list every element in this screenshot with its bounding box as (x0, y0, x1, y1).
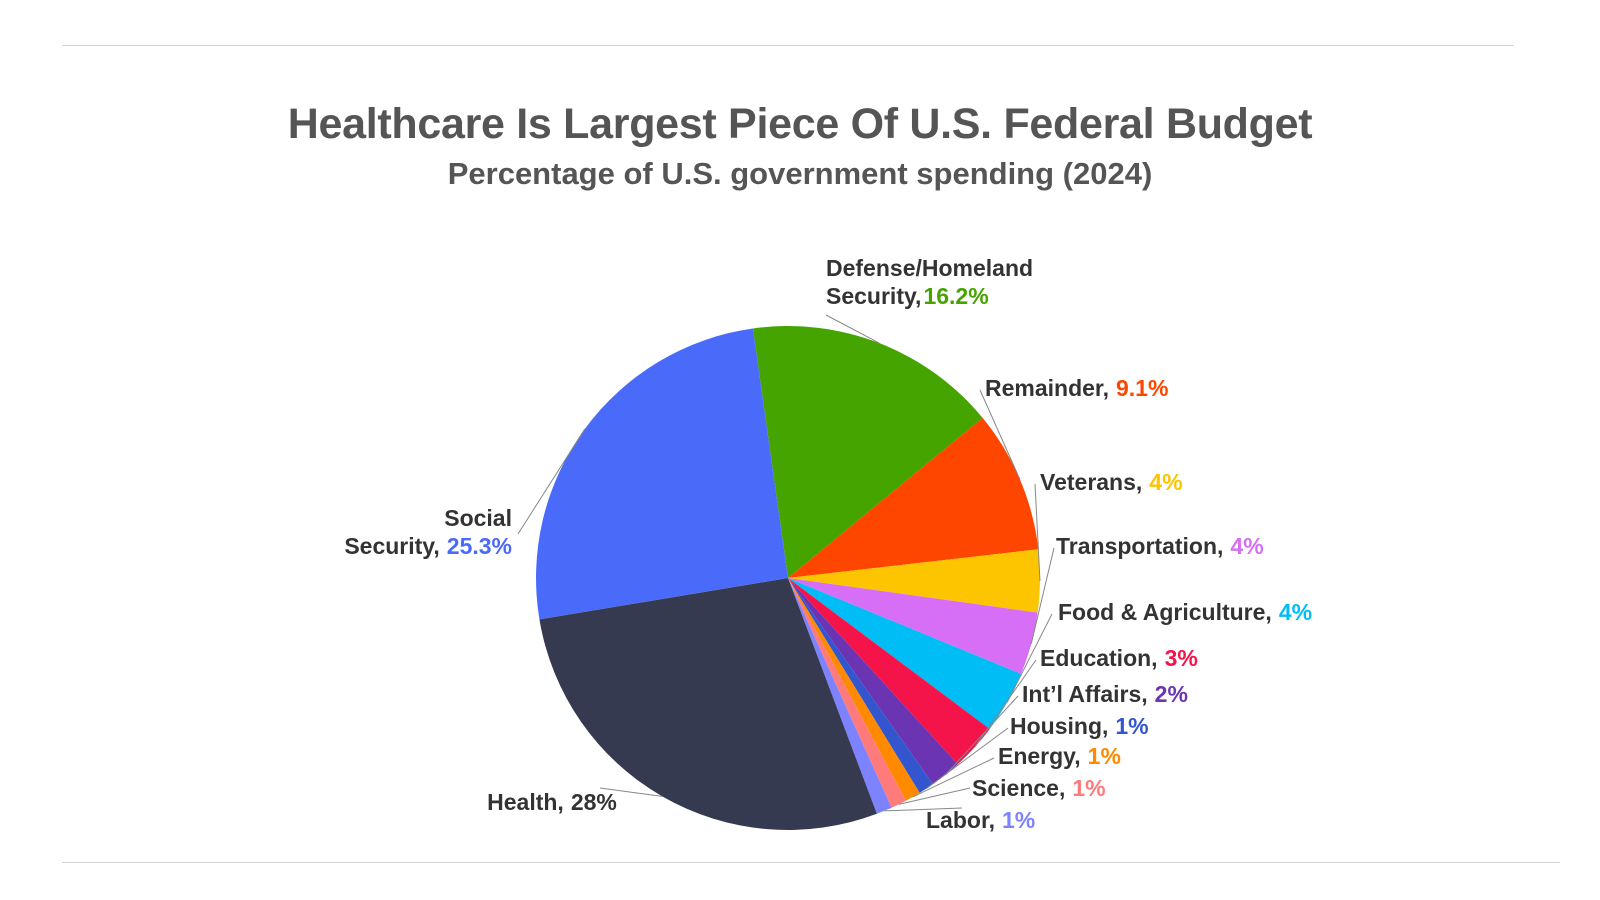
pie-slice-defense-homeland-security (752, 325, 983, 578)
pie-slice-food-agriculture (788, 578, 1022, 730)
slice-label-social-security: Social Security, 25.3% (344, 505, 512, 559)
leader-line-veterans (1034, 483, 1041, 581)
slice-label-defense-homeland-security: Defense/Homeland Security,16.2% (826, 255, 1033, 309)
slice-value-science: 1% (1072, 775, 1105, 801)
leader-line-health (599, 787, 663, 797)
leader-line-int-l-affairs (945, 695, 1019, 775)
slice-label-food-agriculture: Food & Agriculture, 4% (1058, 599, 1312, 625)
leader-line-defense-homeland-security (825, 314, 880, 344)
slice-label-transportation: Transportation, 4% (1056, 533, 1264, 559)
pie-slice-transportation (788, 578, 1038, 674)
slice-label-energy: Energy, 1% (998, 743, 1121, 769)
slice-value-food-agriculture: 4% (1279, 599, 1312, 625)
slice-label-health: Health, 28% (487, 789, 617, 815)
leader-line-labor (884, 807, 963, 812)
slice-labels: Defense/Homeland Security,16.2% Remainder,… (344, 255, 1312, 833)
pie-slice-education (788, 578, 990, 765)
slice-label-housing: Housing, 1% (1010, 713, 1149, 739)
leader-line-social-security (517, 428, 586, 535)
slice-value-housing: 1% (1115, 713, 1148, 739)
slice-value-labor: 1% (1002, 807, 1035, 833)
slice-label-remainder: Remainder, 9.1% (985, 375, 1168, 401)
slice-value-remainder: 9.1% (1116, 375, 1168, 401)
pie-slices (536, 325, 1040, 830)
chart-subtitle: Percentage of U.S. government spending (… (447, 156, 1153, 191)
leader-line-transportation (1030, 547, 1055, 644)
slice-label-education: Education, 3% (1040, 645, 1198, 671)
slice-value-transportation: 4% (1230, 533, 1263, 559)
slice-value-defense-homeland-security: 16.2% (923, 283, 988, 309)
pie-slice-veterans (788, 549, 1040, 613)
pie-slice-labor (788, 578, 892, 814)
slice-label-science: Science, 1% (972, 775, 1106, 801)
pie-slice-health (539, 578, 877, 830)
bottom-divider (62, 862, 1560, 863)
slice-value-energy: 1% (1088, 743, 1121, 769)
slice-label-labor: Labor, 1% (926, 807, 1035, 833)
slice-value-education: 3% (1165, 645, 1198, 671)
pie-slice-housing (788, 578, 933, 793)
leader-lines (517, 314, 1055, 812)
slice-value-health: 28% (571, 789, 617, 815)
slice-value-int-l-affairs: 2% (1155, 681, 1188, 707)
pie-slice-social-security (536, 328, 788, 620)
top-divider (62, 45, 1514, 46)
leader-line-energy (912, 757, 995, 798)
pie-slice-int-l-affairs (788, 578, 958, 785)
pie-slice-science (788, 578, 906, 808)
leader-line-housing (926, 727, 1009, 790)
leader-line-remainder (979, 389, 1021, 480)
slice-label-int-l-affairs: Int’l Affairs, 2% (1022, 681, 1188, 707)
pie-slice-remainder (788, 417, 1039, 578)
slice-label-veterans: Veterans, 4% (1040, 469, 1183, 495)
pie-slice-energy (788, 578, 920, 801)
slice-value-veterans: 4% (1149, 469, 1182, 495)
chart-title: Healthcare Is Largest Piece Of U.S. Fede… (287, 100, 1313, 148)
leader-line-science (898, 787, 971, 805)
slice-value-social-security: 25.3% (447, 533, 512, 559)
leader-line-food-agriculture (1006, 613, 1053, 703)
leader-line-education (974, 659, 1037, 748)
